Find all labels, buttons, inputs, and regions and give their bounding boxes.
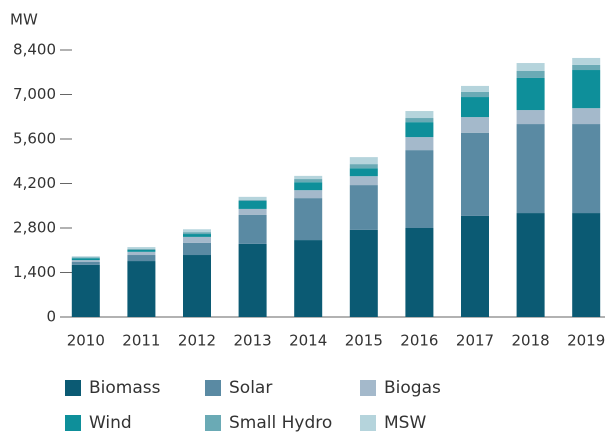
bar-segment <box>461 85 489 92</box>
bar-segment <box>349 176 378 186</box>
x-tick-label: 2016 <box>400 332 438 350</box>
legend-swatch <box>65 415 81 431</box>
bar-segment <box>71 258 100 261</box>
bar-segment <box>238 200 267 209</box>
legend-label: Wind <box>89 413 132 433</box>
bar-segment <box>405 118 434 123</box>
bar-segment <box>349 164 378 169</box>
bar-segment <box>349 185 378 230</box>
x-tick-label: 2013 <box>234 332 272 350</box>
bar-segment <box>349 229 378 317</box>
bar-segment <box>572 213 601 317</box>
y-tick-label: 5,600 <box>13 130 56 148</box>
legend-label: Biomass <box>89 378 161 398</box>
bar-segment <box>349 168 378 177</box>
legend-swatch <box>65 380 81 396</box>
y-tick-label: 1,400 <box>13 263 56 281</box>
bar-segment <box>572 124 601 214</box>
bar-segment <box>461 91 489 98</box>
bar-segment <box>183 242 211 256</box>
legend-label: Small Hydro <box>229 413 332 433</box>
bar-segment <box>294 179 323 183</box>
bar-segment <box>127 255 156 262</box>
bar-segment <box>294 190 323 199</box>
x-tick-label: 2019 <box>567 332 605 350</box>
bar-segment <box>461 215 489 317</box>
bar-segment <box>127 248 156 250</box>
legend-label: MSW <box>384 413 426 433</box>
legend-swatch <box>360 415 376 431</box>
bar-segment <box>183 232 211 235</box>
y-tick-label: 8,400 <box>13 41 56 59</box>
bar-segment <box>572 57 601 65</box>
legend-swatch <box>205 415 221 431</box>
bar-segment <box>183 236 211 243</box>
y-tick-label: 2,800 <box>13 219 56 237</box>
x-tick-label: 2018 <box>512 332 550 350</box>
bar-segment <box>516 110 545 125</box>
bar-segment <box>405 228 434 317</box>
legend-swatch <box>360 380 376 396</box>
bar-segment <box>71 260 100 263</box>
bar-segment <box>516 124 545 214</box>
bar-segment <box>461 97 489 118</box>
x-tick-label: 2012 <box>178 332 216 350</box>
y-tick-label: 0 <box>46 308 56 326</box>
y-tick-label: 4,200 <box>13 174 56 192</box>
bar-segment <box>572 70 601 109</box>
x-tick-label: 2017 <box>456 332 494 350</box>
bar-segment <box>238 208 267 215</box>
bar-segment <box>238 214 267 244</box>
bar-segment <box>183 255 211 317</box>
legend-swatch <box>205 380 221 396</box>
bar-segment <box>294 198 323 241</box>
bar-segment <box>516 70 545 78</box>
bar-segment <box>572 108 601 125</box>
bar-segment <box>71 256 100 258</box>
bar-segment <box>516 63 545 71</box>
bar-segment <box>516 77 545 111</box>
bar-segment <box>127 261 156 317</box>
bar-segment <box>183 234 211 237</box>
bar-segment <box>405 111 434 119</box>
bar-segment <box>71 262 100 265</box>
y-axis-label: MW <box>10 11 38 29</box>
bar-segment <box>238 200 267 201</box>
bar-segment <box>127 251 156 256</box>
bar-segment <box>516 213 545 317</box>
bar-segment <box>71 264 100 317</box>
bar-segment <box>71 257 100 259</box>
bar-segment <box>405 122 434 138</box>
bar-segment <box>294 175 323 180</box>
bar-segment <box>294 182 323 191</box>
x-tick-label: 2015 <box>345 332 383 350</box>
x-tick-label: 2014 <box>289 332 327 350</box>
bar-segment <box>461 117 489 133</box>
bar-segment <box>183 229 211 233</box>
bar-segment <box>127 249 156 252</box>
bar-segment <box>238 196 267 201</box>
bar-segment <box>238 243 267 317</box>
bar-segment <box>405 150 434 228</box>
x-tick-label: 2010 <box>67 332 105 350</box>
bar-segment <box>461 132 489 216</box>
bar-segment <box>349 157 378 165</box>
y-tick-label: 7,000 <box>13 85 56 103</box>
bar-segment <box>405 137 434 151</box>
legend-label: Solar <box>229 378 272 398</box>
x-tick-label: 2011 <box>122 332 160 350</box>
bar-segment <box>572 64 601 71</box>
bar-segment <box>294 240 323 317</box>
legend-label: Biogas <box>384 378 441 398</box>
bar-segment <box>127 247 156 249</box>
